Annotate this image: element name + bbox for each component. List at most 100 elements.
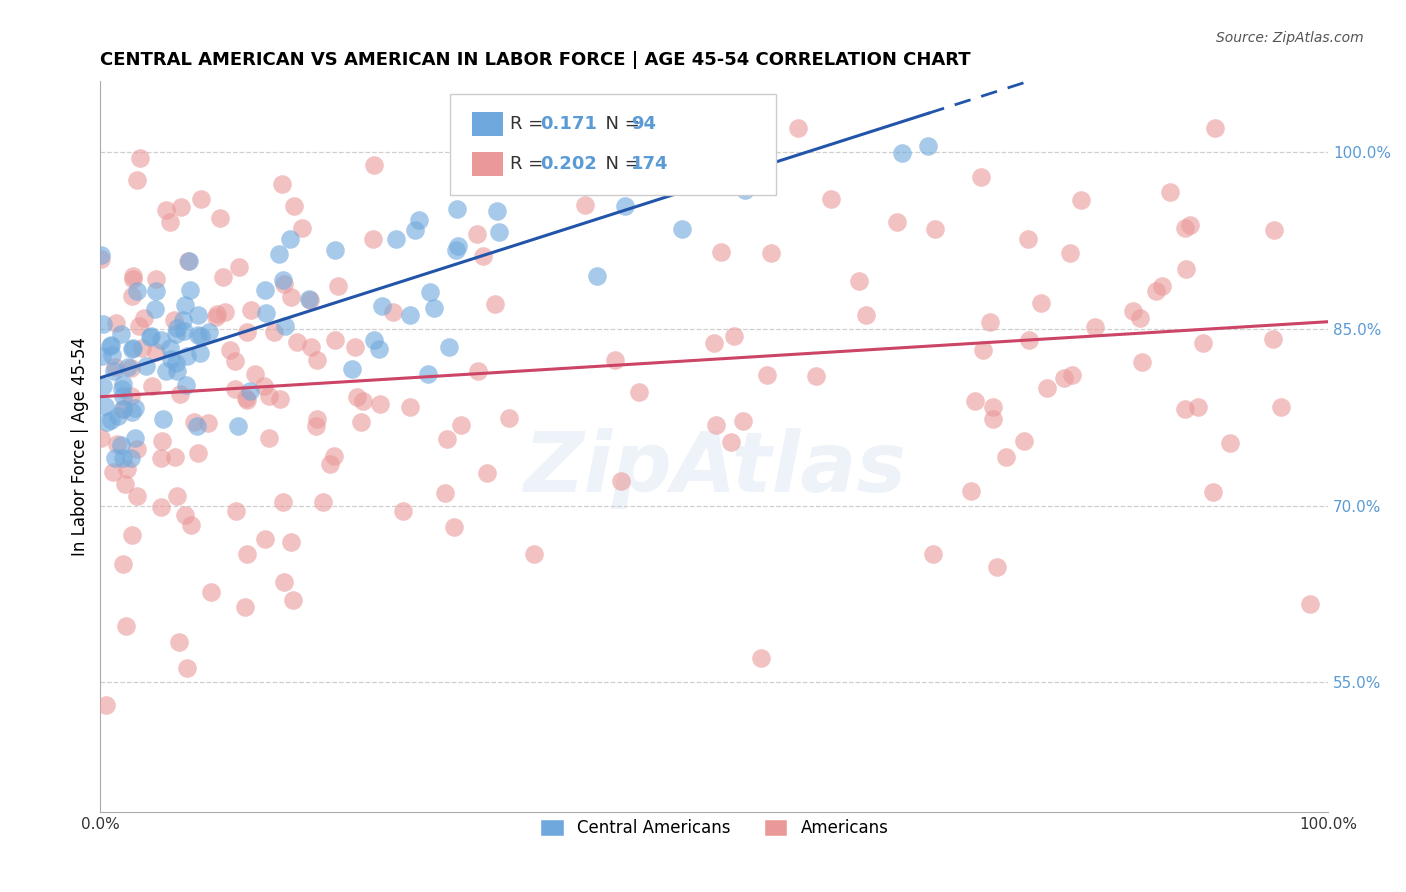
Point bbox=[921, 547, 943, 561]
Point bbox=[723, 147, 745, 161]
Point bbox=[207, 307, 229, 321]
Point bbox=[224, 382, 246, 396]
Point bbox=[1174, 401, 1197, 416]
Point bbox=[166, 364, 188, 378]
Point bbox=[200, 585, 222, 599]
Point bbox=[149, 451, 172, 466]
Point bbox=[180, 518, 202, 533]
Point bbox=[101, 348, 124, 362]
Point bbox=[371, 299, 394, 313]
Point bbox=[291, 221, 314, 235]
Point bbox=[612, 178, 634, 192]
Point bbox=[960, 484, 983, 499]
Point bbox=[236, 325, 259, 339]
Point bbox=[1192, 336, 1215, 351]
Point bbox=[122, 272, 145, 286]
Point bbox=[605, 352, 627, 367]
Point bbox=[114, 476, 136, 491]
Point bbox=[450, 417, 472, 432]
Point bbox=[110, 326, 132, 341]
Point bbox=[392, 504, 415, 518]
Point bbox=[1159, 186, 1181, 200]
Point bbox=[174, 298, 197, 312]
Point bbox=[128, 318, 150, 333]
Point bbox=[524, 139, 547, 153]
Point bbox=[610, 474, 633, 488]
Point bbox=[1174, 221, 1197, 235]
Point bbox=[197, 417, 219, 431]
Point bbox=[471, 249, 494, 263]
Point bbox=[1175, 262, 1198, 277]
Point bbox=[585, 268, 607, 283]
Point bbox=[187, 446, 209, 460]
Point bbox=[128, 151, 150, 165]
Point bbox=[233, 600, 256, 615]
Point bbox=[1299, 597, 1322, 611]
Point bbox=[187, 327, 209, 342]
Point bbox=[280, 290, 302, 304]
Point bbox=[112, 401, 135, 416]
Point bbox=[226, 418, 249, 433]
Point bbox=[100, 337, 122, 351]
Point bbox=[1018, 333, 1040, 347]
Point bbox=[422, 301, 444, 316]
Point bbox=[257, 431, 280, 445]
Point bbox=[187, 308, 209, 322]
Text: 174: 174 bbox=[631, 155, 668, 173]
Point bbox=[1178, 218, 1201, 232]
Point bbox=[485, 203, 508, 218]
Point bbox=[91, 379, 114, 393]
Point bbox=[121, 342, 143, 356]
Point bbox=[117, 360, 139, 375]
Point bbox=[104, 360, 127, 375]
Point bbox=[94, 399, 117, 413]
Point bbox=[1060, 368, 1083, 383]
Point bbox=[285, 334, 308, 349]
Point bbox=[450, 121, 472, 136]
Point bbox=[730, 121, 752, 136]
Point bbox=[239, 384, 262, 398]
Point bbox=[159, 341, 181, 355]
Point bbox=[121, 528, 143, 542]
Point bbox=[190, 329, 212, 343]
Point bbox=[361, 232, 384, 246]
FancyBboxPatch shape bbox=[472, 153, 503, 177]
Point bbox=[418, 367, 440, 381]
Point bbox=[165, 327, 187, 342]
Point bbox=[278, 232, 301, 246]
Point bbox=[228, 260, 250, 275]
Point bbox=[703, 335, 725, 350]
Point bbox=[848, 274, 870, 288]
Point bbox=[90, 252, 112, 266]
Point bbox=[786, 121, 808, 136]
Legend: Central Americans, Americans: Central Americans, Americans bbox=[533, 813, 896, 844]
FancyBboxPatch shape bbox=[472, 112, 503, 136]
Point bbox=[209, 211, 232, 225]
Point bbox=[1201, 485, 1223, 500]
Point bbox=[152, 412, 174, 426]
Point bbox=[145, 284, 167, 298]
Point bbox=[720, 434, 742, 449]
Point bbox=[1132, 354, 1154, 368]
Point bbox=[253, 379, 276, 393]
Point bbox=[169, 387, 191, 401]
Text: N =: N = bbox=[593, 155, 645, 173]
Point bbox=[298, 292, 321, 306]
Point bbox=[166, 321, 188, 335]
Point bbox=[90, 431, 112, 445]
Point bbox=[176, 349, 198, 363]
Point bbox=[484, 296, 506, 310]
Point bbox=[806, 368, 828, 383]
Point bbox=[381, 305, 404, 319]
Point bbox=[924, 222, 946, 236]
Point bbox=[733, 414, 755, 428]
Point bbox=[437, 339, 460, 353]
Point bbox=[1204, 121, 1226, 136]
Point bbox=[267, 246, 290, 260]
Point bbox=[433, 485, 456, 500]
Point bbox=[343, 340, 366, 354]
Point bbox=[613, 199, 636, 213]
Point bbox=[1122, 304, 1144, 318]
Point bbox=[1053, 371, 1076, 385]
Point bbox=[305, 418, 328, 433]
